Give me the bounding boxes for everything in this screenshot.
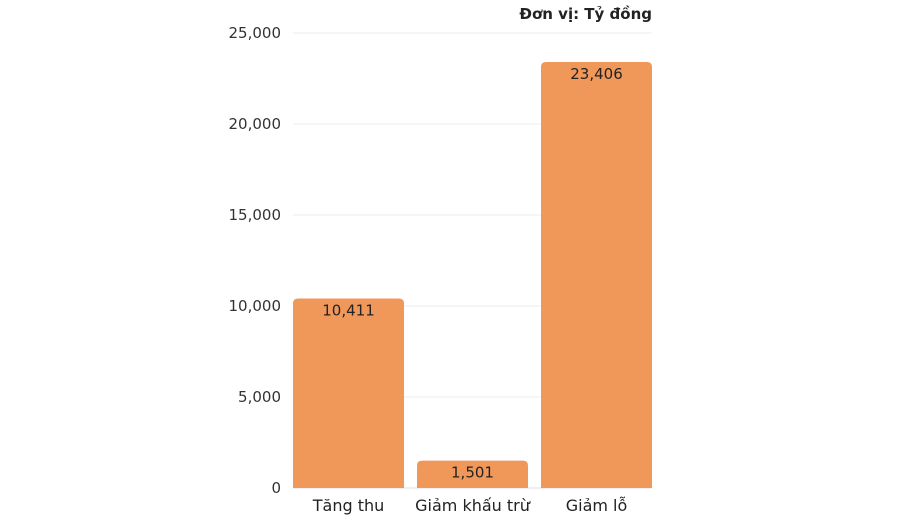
x-tick-label: Tăng thu <box>312 496 385 515</box>
data-label: 1,501 <box>451 464 494 482</box>
data-labels: 10,411 1,501 23,406 <box>322 65 623 482</box>
data-label: 10,411 <box>322 302 375 320</box>
x-tick-label: Giảm khấu trừ <box>415 496 531 515</box>
bar <box>541 62 652 488</box>
unit-label: Đơn vị: Tỷ đồng <box>519 4 652 23</box>
y-tick-label: 5,000 <box>238 388 281 406</box>
y-tick-label: 20,000 <box>229 115 282 133</box>
y-tick-label: 0 <box>271 479 281 497</box>
y-tick-label: 25,000 <box>229 24 282 42</box>
bars <box>293 62 652 488</box>
bar <box>293 298 404 488</box>
bar <box>417 460 528 488</box>
x-axis-ticks: Tăng thu Giảm khấu trừ Giảm lỗ <box>312 496 628 515</box>
y-tick-label: 10,000 <box>229 297 282 315</box>
y-tick-label: 15,000 <box>229 206 282 224</box>
x-tick-label: Giảm lỗ <box>566 496 628 515</box>
data-label: 23,406 <box>570 65 623 83</box>
y-axis-ticks: 0 5,000 10,000 15,000 20,000 25,000 <box>229 24 282 497</box>
